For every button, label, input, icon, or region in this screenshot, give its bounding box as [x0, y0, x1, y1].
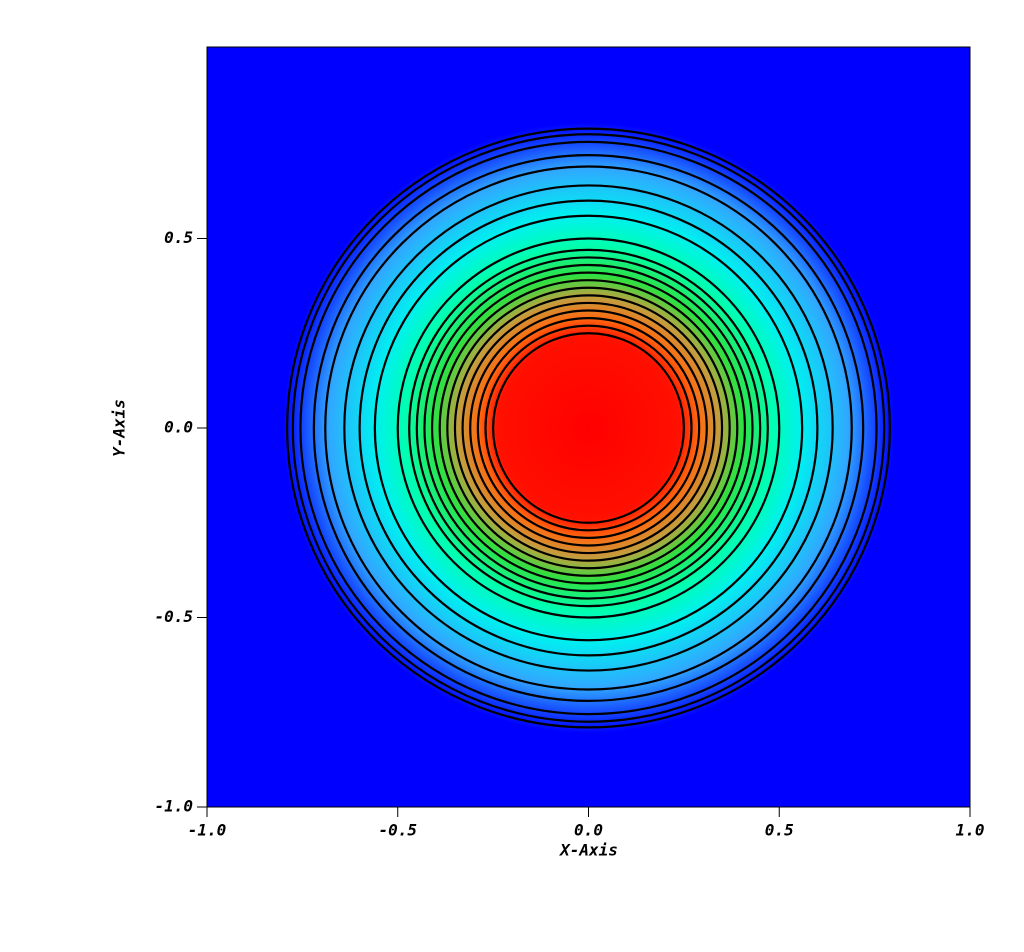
- contour-line: [358, 199, 819, 657]
- x-tick-label: 1.0: [956, 821, 985, 840]
- contour-line: [476, 316, 701, 540]
- contour-line: [446, 286, 731, 570]
- x-axis-label: X-Axis: [558, 841, 618, 860]
- contour-line: [484, 324, 693, 532]
- contour-line: [415, 256, 762, 600]
- y-axis-label: Y-Axis: [110, 399, 129, 457]
- contour-line: [373, 214, 804, 642]
- contour-line: [312, 154, 865, 702]
- contour-line: [299, 140, 878, 716]
- contour-line: [286, 127, 891, 729]
- heatmap: [207, 47, 970, 807]
- x-tick-label: -0.5: [378, 821, 417, 840]
- y-tick-label: 0.0: [164, 418, 193, 437]
- contour-line: [291, 133, 886, 723]
- y-tick-label: 0.5: [164, 228, 193, 247]
- contour-line: [453, 294, 724, 562]
- x-tick-label: 0.5: [765, 821, 794, 840]
- contour-line: [430, 271, 747, 585]
- contour-line: [408, 248, 769, 608]
- contour-line: [492, 332, 685, 524]
- contour-line: [343, 184, 834, 672]
- x-tick-label: 0.0: [574, 821, 603, 840]
- contour-line: [324, 165, 853, 691]
- y-tick-label: -1.0: [154, 797, 193, 816]
- x-tick-label: -1.0: [188, 821, 227, 840]
- contour-line: [396, 237, 781, 619]
- contour-line: [469, 309, 708, 547]
- contour-line: [423, 263, 754, 593]
- contour-line: [461, 301, 716, 555]
- contour-line: [438, 279, 739, 577]
- y-tick-label: -0.5: [154, 607, 193, 626]
- contours: [286, 127, 891, 729]
